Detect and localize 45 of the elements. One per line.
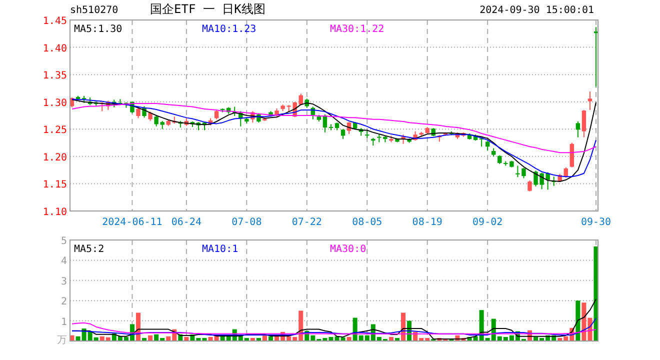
y-tick-label: 1.30 <box>42 98 67 109</box>
y-tick-label: 1.40 <box>42 43 67 54</box>
bar <box>576 300 580 341</box>
text: MA30:1.22 <box>330 24 384 35</box>
candlestick <box>528 180 532 192</box>
x-tick-label: 09-30 <box>580 217 612 228</box>
x-tick-label: 2024-06-11 <box>102 217 162 228</box>
text: MA10:1.23 <box>202 24 256 35</box>
candlestick <box>485 140 490 151</box>
x-tick-label: 09-02 <box>472 217 503 228</box>
candlestick <box>340 128 346 140</box>
y-tick-label: 1.45 <box>42 16 67 27</box>
text: 2024-09-30 15:00:01 <box>480 5 594 16</box>
x-tick-label: 08-05 <box>352 217 382 228</box>
text: MA10:1 <box>202 244 238 255</box>
line-series <box>72 102 596 154</box>
y-tick-label: 1 <box>60 316 67 328</box>
y-tick-label: 5 <box>60 236 67 247</box>
text: sh510270 <box>70 5 118 16</box>
y-axis-title: 万 <box>57 335 67 346</box>
bar <box>262 336 267 341</box>
y-tick-label: 2 <box>60 296 67 308</box>
candlestick <box>136 106 140 119</box>
chart-title: 国企ETF 一 日K线图 <box>150 2 266 16</box>
x-tick-label: 07-22 <box>292 217 322 228</box>
text: MA5:1.30 <box>74 24 122 35</box>
x-tick-label: 08-19 <box>412 217 442 228</box>
y-tick-label: 1.20 <box>42 152 67 164</box>
text: MA30:0 <box>330 244 366 255</box>
line-series <box>72 322 596 334</box>
y-tick-label: 4 <box>60 256 67 268</box>
y-tick-label: 1.25 <box>42 125 67 136</box>
text: MA5:2 <box>74 244 104 255</box>
candlestick <box>214 110 219 120</box>
y-tick-label: 1.35 <box>42 70 67 82</box>
y-tick-label: 1.15 <box>42 180 67 191</box>
candlestick <box>582 110 586 138</box>
x-tick-label: 06-24 <box>171 217 202 228</box>
candlestick <box>570 142 574 168</box>
x-tick-label: 07-08 <box>232 217 262 228</box>
candlestick <box>148 111 152 122</box>
candlestick <box>588 90 592 111</box>
y-tick-label: 1.10 <box>42 207 67 218</box>
candlestick <box>576 121 580 138</box>
y-tick-label: 3 <box>60 276 67 288</box>
